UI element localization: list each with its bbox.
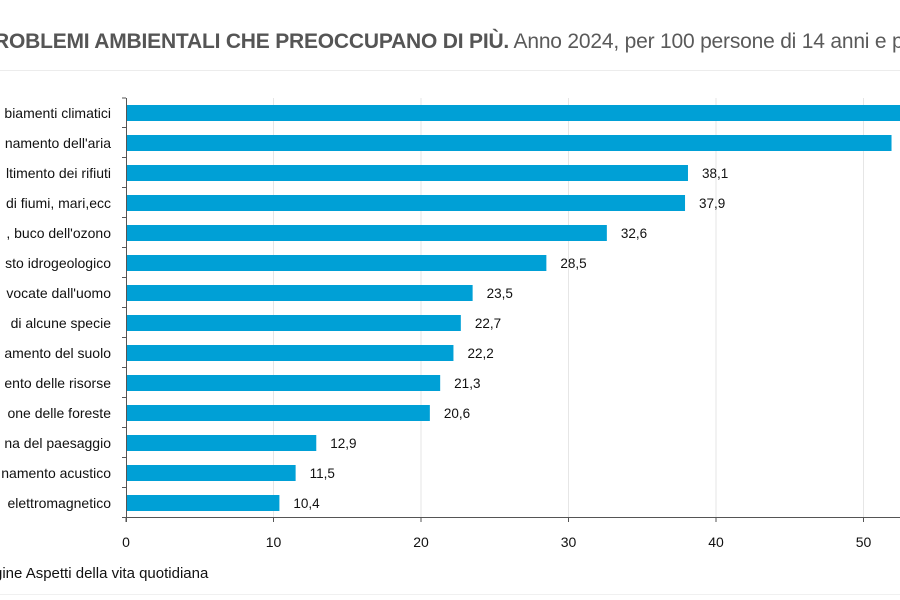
x-tick-label-10: 10	[266, 534, 282, 550]
value-label-6: 23,5	[487, 286, 513, 301]
value-label-12: 11,5	[310, 466, 335, 481]
bar-0	[127, 105, 900, 121]
bar-3	[127, 195, 686, 211]
source-note: gine Aspetti della vita quotidiana	[0, 565, 209, 582]
category-label-2: ltimento dei rifiuti	[6, 165, 111, 181]
title-divider	[0, 70, 900, 71]
value-label-13: 10,4	[293, 496, 320, 511]
x-tick-label-20: 20	[413, 534, 429, 550]
bar-4	[127, 225, 607, 241]
category-label-8: amento del suolo	[4, 345, 111, 361]
value-label-4: 32,6	[621, 226, 647, 241]
bar-8	[127, 345, 454, 361]
chart-title-subtitle: Anno 2024, per 100 persone di 14 anni e …	[513, 30, 900, 53]
bar-13	[127, 495, 280, 511]
chart-title: ROBLEMI AMBIENTALI CHE PREOCCUPANO DI PI…	[0, 30, 900, 54]
value-label-2: 38,1	[702, 166, 728, 181]
bar-10	[127, 405, 430, 421]
x-tick-label-30: 30	[561, 534, 577, 550]
category-label-5: sto idrogeologico	[5, 255, 111, 271]
bar-1	[127, 135, 892, 151]
x-tick-label-40: 40	[708, 534, 724, 550]
chart-title-bold: ROBLEMI AMBIENTALI CHE PREOCCUPANO DI PI…	[0, 30, 510, 53]
category-label-1: namento dell'aria	[5, 135, 111, 151]
category-label-13: elettromagnetico	[7, 495, 111, 511]
x-tick-label-50: 50	[856, 534, 872, 550]
bar-11	[127, 435, 317, 451]
category-label-7: di alcune specie	[11, 315, 112, 331]
bar-9	[127, 375, 441, 391]
bottom-divider	[0, 594, 900, 595]
value-label-3: 37,9	[699, 196, 725, 211]
category-label-10: one delle foreste	[7, 405, 111, 421]
category-label-11: na del paesaggio	[4, 435, 111, 451]
value-label-8: 22,2	[467, 346, 493, 361]
bar-12	[127, 465, 296, 481]
value-label-9: 21,3	[454, 376, 480, 391]
bar-5	[127, 255, 547, 271]
category-label-0: biamenti climatici	[4, 105, 111, 121]
x-tick-label-0: 0	[122, 534, 130, 550]
bar-2	[127, 165, 688, 181]
value-label-10: 20,6	[444, 406, 470, 421]
bar-6	[127, 285, 473, 301]
category-label-4: , buco dell'ozono	[6, 225, 111, 241]
category-label-3: di fiumi, mari,ecc	[6, 195, 111, 211]
value-label-7: 22,7	[475, 316, 501, 331]
category-label-9: ento delle risorse	[4, 375, 111, 391]
category-label-6: vocate dall'uomo	[6, 285, 111, 301]
category-label-12: namento acustico	[1, 465, 111, 481]
value-label-11: 12,9	[330, 436, 356, 451]
bar-7	[127, 315, 461, 331]
value-label-5: 28,5	[560, 256, 586, 271]
